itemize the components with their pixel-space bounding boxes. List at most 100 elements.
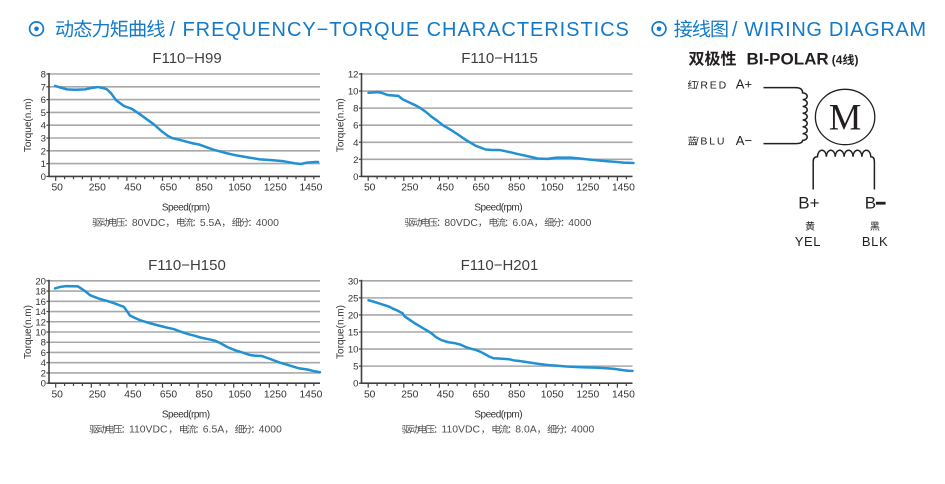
svg-text:1250: 1250 [576,389,599,400]
svg-text:5: 5 [41,108,46,119]
svg-text:YEL: YEL [795,234,821,249]
svg-text:BI-POLAR: BI-POLAR [747,49,829,68]
svg-text:20: 20 [348,310,359,321]
svg-text:F110−H201: F110−H201 [461,257,539,274]
svg-text:110VDC: 110VDC [441,425,480,436]
svg-text:8.0A: 8.0A [515,425,536,436]
svg-text:/ WIRING DIAGRAM: / WIRING DIAGRAM [732,19,927,41]
svg-text:10: 10 [35,328,46,339]
svg-text:/RED: /RED [696,80,728,92]
svg-text:1050: 1050 [541,389,564,400]
svg-text:): ) [855,53,859,67]
svg-text:850: 850 [196,183,213,194]
svg-text:4: 4 [353,138,359,149]
svg-text:5: 5 [353,362,358,373]
svg-text:12: 12 [35,317,46,328]
svg-text:4000: 4000 [256,218,279,229]
svg-text:2: 2 [353,155,358,166]
svg-text:1050: 1050 [541,183,564,194]
svg-text:1050: 1050 [228,183,251,194]
svg-text:4000: 4000 [568,218,591,229]
svg-text:650: 650 [160,389,177,400]
svg-text:Speed(rpm): Speed(rpm) [474,409,522,420]
svg-text:4: 4 [41,121,47,132]
svg-text:80VDC: 80VDC [132,218,166,229]
svg-text:6: 6 [41,348,46,359]
svg-text:10: 10 [348,87,359,98]
svg-text:450: 450 [124,183,141,194]
svg-text:30: 30 [348,276,359,287]
svg-text:20: 20 [35,276,46,287]
svg-text:M: M [829,96,861,137]
svg-text:250: 250 [89,389,106,400]
svg-text:Torque(n.m): Torque(n.m) [23,305,34,359]
svg-text:10: 10 [348,345,359,356]
svg-text:B+: B+ [798,194,819,213]
svg-text:4000: 4000 [259,425,282,436]
svg-text:1450: 1450 [612,183,635,194]
svg-text:2: 2 [41,368,46,379]
svg-text:18: 18 [35,287,46,298]
svg-text:B: B [865,194,876,213]
svg-text:50: 50 [51,389,63,400]
svg-text:650: 650 [472,183,489,194]
svg-text:50: 50 [364,389,376,400]
svg-text:F110−H99: F110−H99 [152,50,221,67]
svg-text:450: 450 [124,389,141,400]
svg-text:Speed(rpm): Speed(rpm) [162,409,210,420]
svg-text:8: 8 [41,70,46,81]
svg-text:450: 450 [437,183,454,194]
svg-text:650: 650 [160,183,177,194]
svg-text:1250: 1250 [576,183,599,194]
svg-text:80VDC: 80VDC [444,218,478,229]
svg-text:A−: A− [736,133,752,148]
svg-text:3: 3 [41,134,46,145]
svg-text:650: 650 [472,389,489,400]
svg-text:50: 50 [364,183,376,194]
svg-text:7: 7 [41,82,46,93]
svg-text:12: 12 [348,70,359,81]
svg-text:Speed(rpm): Speed(rpm) [162,203,210,214]
svg-text:/ FREQUENCY−TORQUE CHARACTERIS: / FREQUENCY−TORQUE CHARACTERISTICS [170,19,630,41]
svg-text:1450: 1450 [299,183,322,194]
svg-text:1250: 1250 [264,183,287,194]
svg-text:250: 250 [89,183,106,194]
svg-text:6.5A: 6.5A [203,425,224,436]
svg-text:8: 8 [41,338,46,349]
svg-text:A+: A+ [736,77,752,92]
svg-text:25: 25 [348,293,359,304]
svg-text:F110−H115: F110−H115 [461,50,538,67]
svg-text:F110−H150: F110−H150 [148,257,226,274]
svg-text:Torque(n.m): Torque(n.m) [336,98,347,152]
svg-text:0: 0 [353,379,358,390]
svg-text:2: 2 [41,146,46,157]
svg-text:250: 250 [401,183,418,194]
svg-text:1: 1 [41,159,46,170]
svg-text:110VDC: 110VDC [129,425,168,436]
svg-text:850: 850 [196,389,213,400]
svg-text:16: 16 [35,297,46,308]
svg-text:Torque(n.m): Torque(n.m) [336,305,347,359]
svg-text:1250: 1250 [264,389,287,400]
svg-text:50: 50 [51,183,63,194]
svg-text:5.5A: 5.5A [200,218,221,229]
svg-text:6.0A: 6.0A [512,218,533,229]
svg-text:Speed(rpm): Speed(rpm) [474,203,522,214]
svg-text:250: 250 [401,389,418,400]
svg-text:8: 8 [353,104,358,115]
svg-text:1050: 1050 [228,389,251,400]
svg-text:0: 0 [353,172,358,183]
svg-text:/BLU: /BLU [696,136,727,148]
svg-text:1450: 1450 [612,389,635,400]
svg-text:6: 6 [41,95,46,106]
svg-text:1450: 1450 [299,389,322,400]
svg-text:4: 4 [41,358,47,369]
svg-text:6: 6 [353,121,358,132]
svg-text:850: 850 [508,389,525,400]
svg-text:0: 0 [41,379,46,390]
svg-text:0: 0 [41,172,46,183]
svg-text:Torque(n.m): Torque(n.m) [23,98,34,152]
svg-text:14: 14 [35,307,46,318]
svg-text:(4: (4 [832,53,843,67]
svg-text:850: 850 [508,183,525,194]
